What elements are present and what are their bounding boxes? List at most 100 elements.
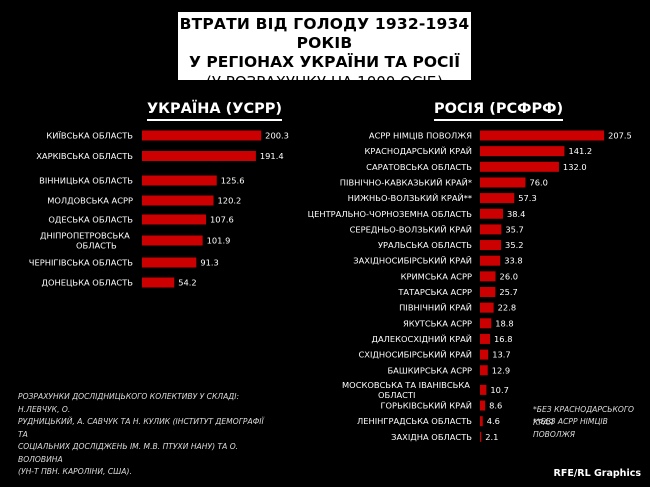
ukraine-category-label: ДОНЕЦЬКА ОБЛАСТЬ (41, 278, 133, 288)
ukraine-bar (142, 214, 207, 225)
russia-title-underline (434, 119, 564, 121)
russia-category-label: САРАТОВСЬКА ОБЛАСТЬ (366, 162, 472, 172)
ukraine-value-label: 101.9 (207, 236, 231, 246)
russia-category-label-line: МОСКОВСЬКА ТА ІВАНІВСЬКА (342, 380, 470, 390)
russia-category-label-line: ЛЕНІНГРАДСЬКА ОБЛАСТЬ (357, 416, 472, 426)
ukraine-value-label: 191.4 (260, 151, 284, 161)
russia-bar (480, 255, 501, 266)
russia-category-label-line: СЕРЕДНЬО-ВОЛЗЬКИЙ КРАЙ (350, 223, 472, 234)
russia-category-label: ПІВНІЧНО-КАВКАЗЬКИЙ КРАЙ* (340, 176, 472, 187)
russia-category-label: БАШКИРСЬКА АСРР (387, 365, 472, 375)
russia-category-label: ЦЕНТРАЛЬНО-ЧОРНОЗЕМНА ОБЛАСТЬ (308, 209, 473, 219)
ukraine-bar (142, 130, 262, 141)
russia-value-label: 35.2 (505, 240, 523, 250)
russia-category-label: ТАТАРСЬКА АСРР (397, 287, 472, 297)
russia-category-label-line: ЦЕНТРАЛЬНО-ЧОРНОЗЕМНА ОБЛАСТЬ (308, 209, 473, 219)
ukraine-category-label: ДНІПРОПЕТРОВСЬКА ОБЛАСТЬ (40, 231, 130, 251)
russia-bar (480, 287, 496, 297)
russia-bar (480, 177, 526, 188)
source-note-line: РУДНИЦЬКИЙ, А. САВЧУК ТА Н. КУЛИК (ІНСТИ… (18, 417, 264, 439)
russia-category-label-line: СХІДНОСИБІРСЬКИЙ КРАЙ (358, 349, 472, 360)
russia-value-label: 18.8 (495, 318, 513, 328)
russia-bar (480, 431, 482, 442)
ukraine-value-label: 120.2 (218, 196, 242, 206)
ukraine-bar (142, 195, 214, 206)
ukraine-panel-title-text: УКРАЇНА (УСРР) (147, 101, 283, 117)
ukraine-category-label-line: ОДЕСЬКА ОБЛАСТЬ (48, 215, 133, 225)
ukraine-category-label-line: ВІННИЦЬКА ОБЛАСТЬ (39, 176, 133, 186)
russia-category-label-line: ПІВНІЧНИЙ КРАЙ (399, 302, 472, 313)
russia-value-label: 76.0 (529, 177, 547, 187)
russia-value-label: 57.3 (518, 193, 536, 203)
russia-category-label: МОСКОВСЬКА ТА ІВАНІВСЬКА ОБЛАСТІ (342, 380, 470, 400)
ukraine-category-label-line: ДНІПРОПЕТРОВСЬКА (40, 231, 130, 241)
russia-category-label-line: ОБЛАСТІ (378, 390, 415, 400)
ukraine-value-label: 54.2 (178, 278, 196, 288)
source-note-line: СОЦІАЛЬНИХ ДОСЛІДЖЕНЬ ІМ. М.В. ПТУХИ НАН… (18, 442, 239, 464)
russia-category-label-line: УРАЛЬСЬКА ОБЛАСТЬ (378, 240, 472, 250)
ukraine-category-label: ХАРКІВСЬКА ОБЛАСТЬ (36, 151, 133, 161)
russia-category-label: УРАЛЬСЬКА ОБЛАСТЬ (378, 240, 472, 250)
russia-bar (480, 193, 515, 204)
russia-value-label: 26.0 (500, 271, 518, 281)
russia-category-label: СХІДНОСИБІРСЬКИЙ КРАЙ (358, 349, 472, 360)
ukraine-value-label: 200.3 (265, 131, 289, 141)
russia-category-label-line: ЗАХІДНОСИБІРСЬКИЙ КРАЙ (353, 255, 472, 266)
russia-category-label: КРАСНОДАРСЬКИЙ КРАЙ (365, 145, 473, 156)
russia-category-label: ПІВНІЧНИЙ КРАЙ (399, 302, 472, 313)
ukraine-value-label: 91.3 (200, 258, 218, 268)
ukraine-category-label: МОЛДОВСЬКА АСРР (47, 196, 133, 206)
russia-category-label: ДАЛЕКОСХІДНИЙ КРАЙ (371, 333, 472, 344)
source-note-line: РОЗРАХУНКИ ДОСЛІДНИЦЬКОГО КОЛЕКТИВУ У СК… (18, 392, 240, 414)
russia-category-label-line: АСРР НІМЦІВ ПОВОЛЖЯ (369, 131, 472, 141)
russia-panel-title-text: РОСІЯ (РСФРФ) (434, 101, 564, 117)
title-line-3: (У РОЗРАХУНКУ НА 1000 ОСІБ) (206, 73, 443, 91)
russia-category-label-line: КРИМСЬКА АСРР (401, 271, 472, 281)
ukraine-bar (142, 175, 217, 186)
russia-category-label-line: БАШКИРСЬКА АСРР (387, 365, 472, 375)
russia-category-label-line: ЗАХІДНА ОБЛАСТЬ (391, 432, 472, 442)
russia-bar (480, 349, 489, 360)
russia-value-label: 13.7 (492, 350, 510, 360)
russia-category-label-line: ГОРЬКІВСЬКИЙ КРАЙ (380, 400, 472, 411)
ukraine-value-label: 107.6 (210, 215, 234, 225)
russia-category-label: АСРР НІМЦІВ ПОВОЛЖЯ (369, 131, 472, 141)
russia-category-label: ГОРЬКІВСЬКИЙ КРАЙ (380, 400, 472, 411)
russia-category-label-line: САРАТОВСЬКА ОБЛАСТЬ (366, 162, 472, 172)
russia-value-label: 22.8 (498, 303, 516, 313)
russia-value-label: 10.7 (490, 385, 508, 395)
russia-category-label-line: КРАСНОДАРСЬКИЙ КРАЙ (365, 145, 473, 156)
russia-category-label: СЕРЕДНЬО-ВОЛЗЬКИЙ КРАЙ (350, 223, 472, 234)
russia-value-label: 25.7 (499, 287, 517, 297)
russia-bar (480, 240, 502, 251)
footnote-1: *БЕЗ КРАСНОДАРСЬКОГО КРАЯ (533, 405, 635, 427)
ukraine-value-label: 125.6 (221, 176, 245, 186)
ukraine-category-label-line: ХАРКІВСЬКА ОБЛАСТЬ (36, 151, 133, 161)
footnote-2: **БЕЗ АСРР НІМЦІВ ПОВОЛЖЯ (533, 417, 608, 439)
russia-value-label: 16.8 (494, 334, 512, 344)
ukraine-bar (142, 151, 256, 161)
russia-bar (480, 302, 494, 313)
title-box: ВТРАТИ ВІД ГОЛОДУ 1932-1934 РОКІВ У РЕГІ… (178, 12, 471, 91)
russia-category-label: ЗАХІДНА ОБЛАСТЬ (391, 432, 472, 442)
russia-value-label: 132.0 (563, 162, 587, 172)
ukraine-category-label: ВІННИЦЬКА ОБЛАСТЬ (39, 176, 133, 186)
russia-category-label: ЯКУТСЬКА АСРР (403, 318, 472, 328)
russia-category-label-line: ТАТАРСЬКА АСРР (397, 287, 472, 297)
russia-bar (480, 400, 486, 411)
russia-value-label: 4.6 (487, 416, 500, 426)
russia-value-label: 33.8 (504, 256, 522, 266)
russia-bar (480, 146, 565, 157)
ukraine-category-label-line: ДОНЕЦЬКА ОБЛАСТЬ (41, 278, 133, 288)
russia-category-label: НИЖНЬО-ВОЛЗЬКИЙ КРАЙ** (348, 192, 472, 203)
russia-bar (480, 208, 503, 219)
russia-value-label: 12.9 (492, 365, 510, 375)
russia-value-label: 8.6 (489, 401, 502, 411)
russia-value-label: 2.1 (485, 432, 498, 442)
russia-value-label: 207.5 (608, 131, 632, 141)
ukraine-category-label-line: МОЛДОВСЬКА АСРР (47, 196, 133, 206)
ukraine-category-label-line: ОБЛАСТЬ (76, 241, 117, 251)
russia-category-label: ЛЕНІНГРАДСЬКА ОБЛАСТЬ (357, 416, 472, 426)
ukraine-category-label-line: ЧЕРНІГІВСЬКА ОБЛАСТЬ (29, 258, 134, 268)
